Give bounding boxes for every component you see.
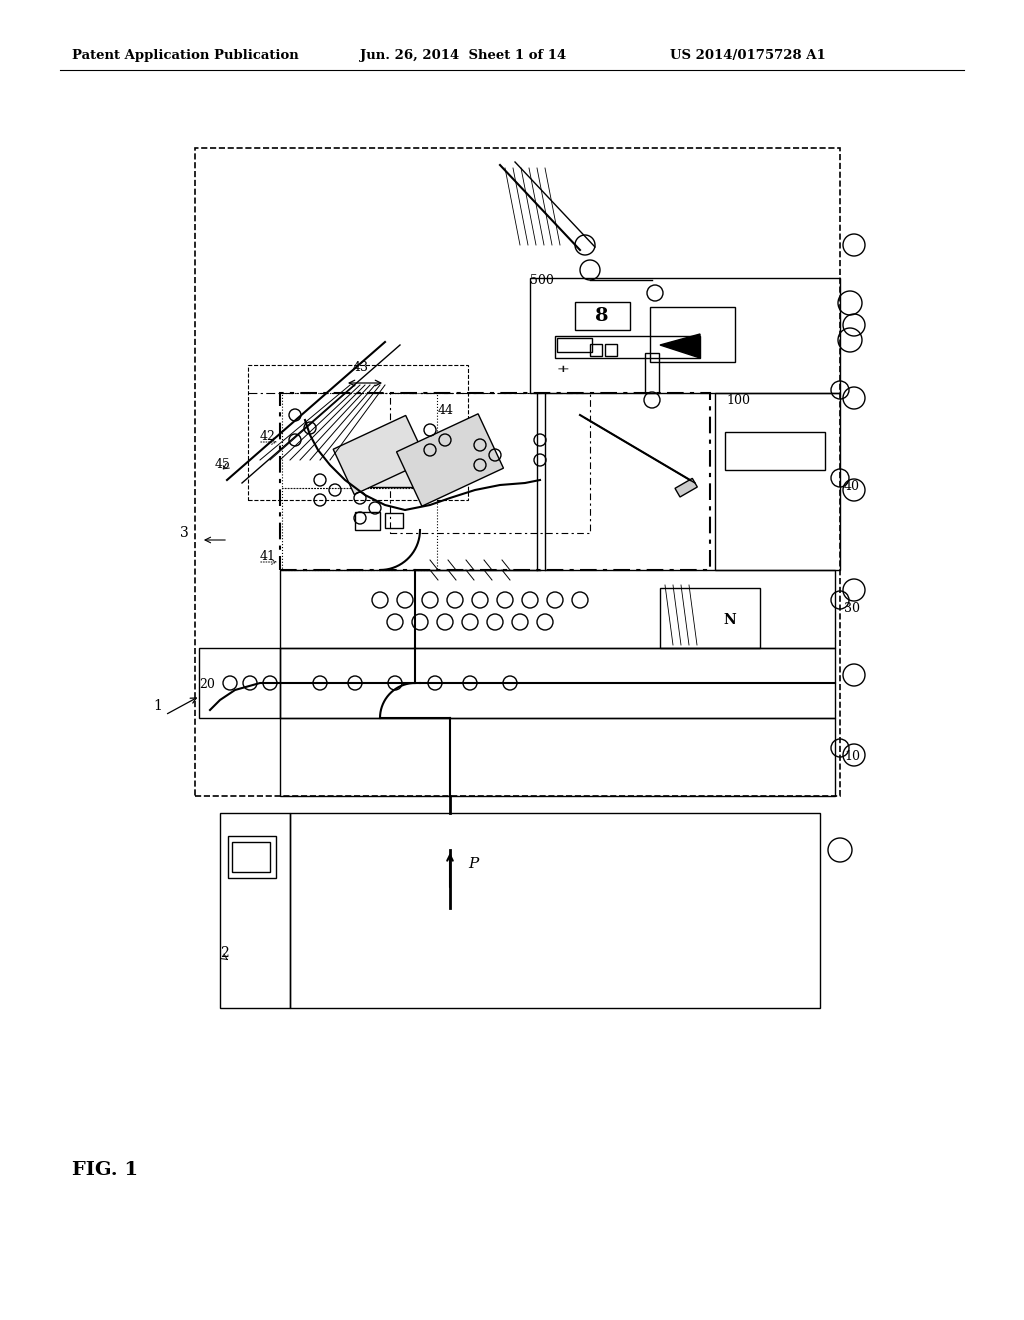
Bar bbox=[280, 718, 835, 796]
Text: Patent Application Publication: Patent Application Publication bbox=[72, 49, 299, 62]
Bar bbox=[557, 338, 592, 352]
Bar bbox=[280, 393, 710, 570]
Bar bbox=[199, 648, 280, 718]
Polygon shape bbox=[660, 334, 700, 358]
Bar bbox=[645, 352, 659, 393]
Text: 2: 2 bbox=[220, 946, 228, 960]
Bar bbox=[675, 478, 697, 498]
Bar bbox=[282, 488, 437, 570]
Bar bbox=[280, 648, 835, 718]
Bar bbox=[575, 302, 630, 330]
FancyBboxPatch shape bbox=[355, 442, 415, 487]
Text: 42: 42 bbox=[260, 430, 275, 444]
Bar bbox=[195, 148, 840, 796]
Bar bbox=[390, 393, 590, 533]
Bar bbox=[590, 345, 602, 356]
Text: 500: 500 bbox=[530, 275, 554, 286]
Text: 30: 30 bbox=[844, 602, 860, 615]
Text: 8: 8 bbox=[595, 308, 608, 325]
Bar bbox=[232, 842, 270, 873]
Text: 40: 40 bbox=[844, 480, 860, 492]
Polygon shape bbox=[333, 416, 427, 495]
Text: FIG. 1: FIG. 1 bbox=[72, 1162, 138, 1179]
Text: 41: 41 bbox=[260, 550, 276, 564]
Text: P: P bbox=[468, 857, 478, 871]
Bar bbox=[280, 570, 835, 648]
Text: 3: 3 bbox=[180, 525, 188, 540]
Text: ⊣⊢: ⊣⊢ bbox=[557, 364, 569, 374]
Polygon shape bbox=[396, 413, 504, 506]
Text: US 2014/0175728 A1: US 2014/0175728 A1 bbox=[670, 49, 825, 62]
Text: 44: 44 bbox=[438, 404, 454, 417]
Text: 1: 1 bbox=[153, 700, 162, 713]
Bar bbox=[355, 512, 380, 531]
Text: Jun. 26, 2014  Sheet 1 of 14: Jun. 26, 2014 Sheet 1 of 14 bbox=[360, 49, 566, 62]
Text: 100: 100 bbox=[726, 393, 750, 407]
Text: 45: 45 bbox=[215, 458, 230, 471]
Bar bbox=[282, 393, 437, 488]
Bar bbox=[228, 836, 276, 878]
Bar bbox=[530, 279, 840, 393]
Bar bbox=[650, 308, 735, 362]
Text: 43: 43 bbox=[353, 360, 369, 374]
Bar bbox=[605, 345, 617, 356]
Bar bbox=[220, 813, 290, 1008]
Bar bbox=[385, 513, 403, 528]
Bar bbox=[290, 813, 820, 1008]
Text: 10: 10 bbox=[844, 750, 860, 763]
Bar bbox=[715, 393, 840, 570]
Bar bbox=[725, 432, 825, 470]
Bar bbox=[248, 366, 468, 500]
Bar bbox=[555, 337, 700, 358]
Text: N: N bbox=[724, 612, 736, 627]
Bar bbox=[660, 587, 760, 648]
Text: 20: 20 bbox=[199, 678, 215, 690]
